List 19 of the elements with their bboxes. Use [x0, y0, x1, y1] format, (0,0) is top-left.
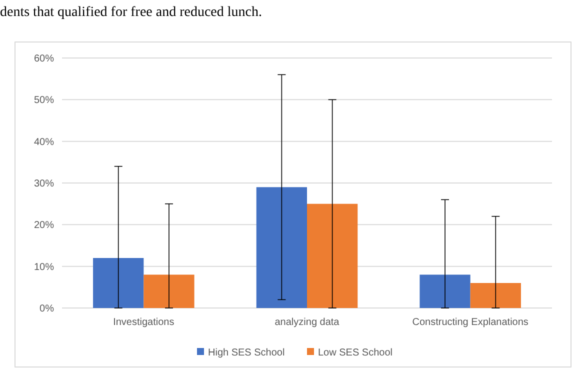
- x-tick-label: Constructing Explanations: [412, 317, 528, 328]
- y-tick-label: 20%: [34, 220, 54, 232]
- x-tick-label: Investigations: [113, 317, 174, 328]
- bar: [256, 187, 307, 308]
- bar: [93, 258, 144, 308]
- bar: [144, 274, 194, 308]
- legend-label: Low SES School: [318, 348, 392, 358]
- text: dents that qualified for free and reduced lunch.: [0, 5, 262, 20]
- y-tick-label: 60%: [34, 54, 54, 64]
- bar: [470, 283, 521, 308]
- y-tick-label: 0%: [40, 304, 54, 314]
- y-tick-label: 30%: [34, 178, 54, 190]
- y-tick-label: 40%: [34, 136, 54, 148]
- bar: [307, 204, 358, 308]
- y-tick-label: 10%: [34, 262, 54, 273]
- x-tick-label: analyzing data: [274, 317, 340, 328]
- y-tick-label: 50%: [34, 95, 54, 106]
- bar: [420, 274, 470, 308]
- legend-label: High SES School: [208, 348, 285, 358]
